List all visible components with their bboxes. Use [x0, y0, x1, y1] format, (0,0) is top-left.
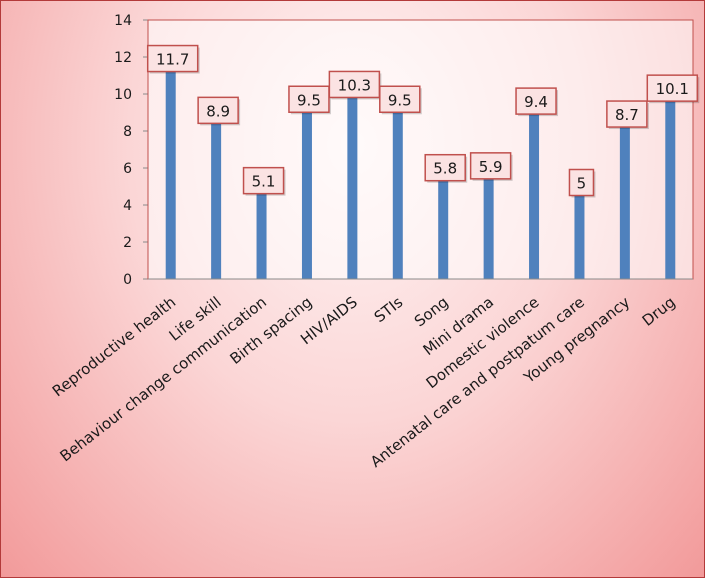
bar: [211, 114, 222, 279]
data-label-box: [146, 44, 199, 73]
data-label-text: 9.5: [388, 91, 412, 109]
bar: [347, 88, 358, 279]
y-tick-label: 0: [123, 272, 132, 288]
data-label: 9.4: [515, 87, 559, 117]
data-label: 10.3: [328, 70, 382, 100]
data-label: 5: [568, 168, 596, 198]
data-label: 10.1: [646, 74, 700, 104]
data-label-text: 9.5: [297, 91, 321, 109]
y-tick-label: 10: [114, 87, 132, 103]
bar: [529, 105, 540, 279]
data-label: 5.1: [242, 166, 286, 196]
y-tick-label: 4: [123, 198, 132, 214]
y-tick-label: 6: [123, 161, 132, 177]
x-category-label: STIs: [371, 293, 407, 326]
y-tick-label: 12: [114, 50, 132, 66]
data-label-box: [288, 85, 330, 113]
data-label-box: [568, 168, 595, 197]
bar: [483, 169, 494, 279]
bar: [574, 186, 585, 279]
y-axis: 0 2 4 6 8 10 12 14: [114, 13, 149, 288]
data-label-text: 9.4: [524, 93, 548, 111]
bar: [301, 103, 312, 279]
plot-area: [147, 19, 694, 280]
x-category-label: Drug: [639, 293, 679, 330]
data-label-box: [424, 153, 466, 182]
data-label-text: 5: [577, 175, 587, 193]
data-label: 8.9: [197, 96, 241, 126]
data-label-box: [242, 166, 285, 195]
bar: [665, 92, 676, 280]
data-label-box: [646, 74, 699, 102]
data-labels: 11.7 8.9 5.1 9.5 10.3 9.5 5.8 5.9 9.4 5 8.7 10.1: [146, 44, 700, 198]
data-label-text: 10.1: [656, 80, 689, 98]
data-label: 11.7: [146, 44, 200, 74]
data-label: 5.8: [424, 153, 468, 183]
bar: [438, 171, 449, 279]
data-label-text: 8.9: [206, 102, 230, 120]
y-tick-label: 14: [114, 13, 132, 29]
bar: [392, 103, 403, 279]
bar: [619, 118, 630, 279]
data-label-box: [379, 85, 421, 113]
y-tick-label: 2: [123, 235, 132, 251]
plot-background: [147, 19, 694, 280]
bar: [165, 62, 176, 279]
data-label: 9.5: [379, 85, 422, 115]
data-label-text: 5.8: [433, 160, 457, 178]
data-label-text: 10.3: [338, 76, 371, 94]
data-label: 9.5: [288, 85, 331, 115]
bars: [165, 62, 676, 280]
data-label-box: [606, 100, 648, 128]
data-label-text: 5.1: [252, 173, 276, 191]
data-label-box: [197, 96, 239, 125]
data-label-box: [469, 152, 512, 180]
data-label-text: 8.7: [615, 106, 639, 124]
data-label-text: 11.7: [156, 51, 189, 69]
data-label: 5.9: [469, 152, 513, 181]
data-label-text: 5.9: [479, 158, 503, 176]
data-label-box: [328, 70, 381, 99]
data-label: 8.7: [606, 100, 649, 130]
bar: [256, 184, 267, 279]
y-tick-label: 8: [123, 124, 132, 140]
data-label-box: [515, 87, 557, 115]
